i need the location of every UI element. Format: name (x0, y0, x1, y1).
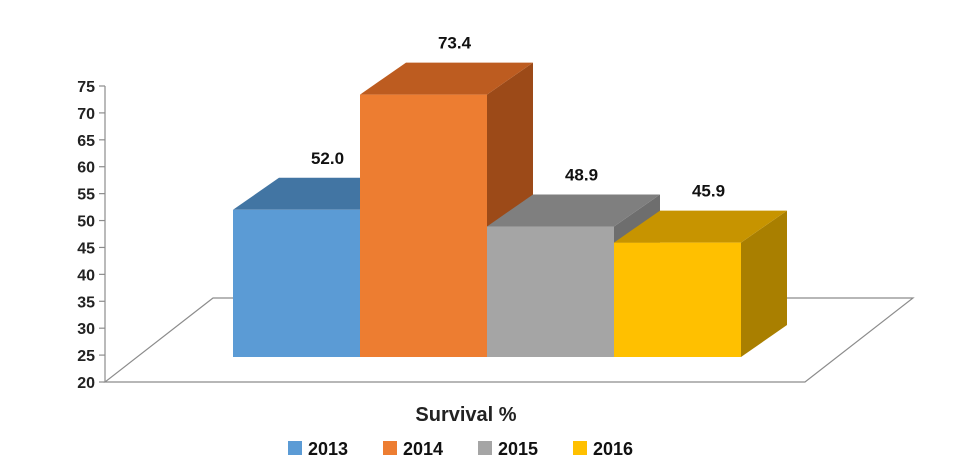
data-label-2013: 52.0 (311, 149, 344, 168)
legend-swatch-2013 (288, 441, 302, 455)
data-label-2014: 73.4 (438, 34, 472, 53)
bar-side-2016 (741, 210, 787, 357)
x-axis-title: Survival % (415, 404, 516, 426)
bar-2013 (233, 209, 360, 357)
legend-swatch-2014 (383, 441, 397, 455)
legend-label-2015: 2015 (498, 439, 538, 459)
y-tick-label: 25 (77, 348, 95, 365)
legend-label-2014: 2014 (403, 439, 443, 459)
bar-2016 (614, 242, 741, 357)
y-tick-label: 45 (77, 240, 95, 257)
bar-top-2015 (487, 194, 660, 227)
y-tick-label: 40 (77, 267, 95, 284)
bar-2015 (487, 226, 614, 357)
legend-label-2013: 2013 (308, 439, 348, 459)
y-tick-label: 50 (77, 214, 95, 231)
y-tick-label: 75 (77, 79, 95, 96)
legend-swatch-2016 (573, 441, 587, 455)
y-tick-label: 70 (77, 106, 95, 123)
legend-label-2016: 2016 (593, 439, 633, 459)
y-tick-label: 35 (77, 294, 95, 311)
y-tick-label: 20 (77, 375, 95, 392)
legend-swatch-2015 (478, 441, 492, 455)
data-label-2015: 48.9 (565, 165, 598, 184)
data-label-2016: 45.9 (692, 182, 725, 201)
bar-top-2014 (360, 62, 533, 95)
y-tick-label: 55 (77, 187, 95, 204)
y-tick-label: 60 (77, 160, 95, 177)
y-tick-label: 65 (77, 133, 95, 150)
bar-top-2016 (614, 210, 787, 243)
y-tick-label: 30 (77, 321, 95, 338)
bar-2014 (360, 94, 487, 358)
